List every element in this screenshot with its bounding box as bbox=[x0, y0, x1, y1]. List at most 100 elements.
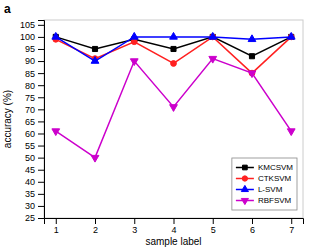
y-tick-label: 45 bbox=[25, 165, 35, 175]
legend-swatch-marker bbox=[241, 198, 248, 204]
y-tick-mark bbox=[38, 121, 44, 122]
x-tick: 6 bbox=[250, 218, 255, 235]
y-tick: 35 bbox=[25, 189, 44, 199]
series-line bbox=[56, 37, 291, 73]
y-tick-mark bbox=[38, 97, 44, 98]
data-point bbox=[248, 71, 256, 78]
data-point bbox=[170, 105, 178, 112]
x-tick-mark bbox=[134, 218, 135, 224]
x-tick: 1 bbox=[54, 218, 59, 235]
x-tick: 4 bbox=[171, 218, 176, 235]
y-tick: 40 bbox=[25, 177, 44, 187]
y-tick-mark bbox=[38, 109, 44, 110]
x-axis-line bbox=[45, 219, 304, 225]
series-line bbox=[56, 37, 291, 61]
x-tick: 5 bbox=[211, 218, 216, 235]
x-tick: 2 bbox=[93, 218, 98, 235]
data-point bbox=[130, 59, 138, 66]
x-tick-mark bbox=[291, 218, 292, 224]
y-tick-label: 50 bbox=[25, 153, 35, 163]
legend-label: L-SVM bbox=[258, 185, 283, 194]
y-tick-mark bbox=[38, 49, 44, 50]
y-tick-label: 65 bbox=[25, 117, 35, 127]
y-tick-mark bbox=[38, 218, 44, 219]
y-tick-mark bbox=[38, 194, 44, 195]
y-tick: 75 bbox=[25, 93, 44, 103]
data-point bbox=[130, 32, 138, 39]
y-tick-label: 90 bbox=[25, 56, 35, 66]
y-tick-label: 25 bbox=[25, 213, 35, 223]
y-tick-mark bbox=[38, 206, 44, 207]
y-tick: 90 bbox=[25, 56, 44, 66]
plot-area: 1234567253035404550556065707580859095100… bbox=[20, 20, 304, 235]
series-3 bbox=[52, 56, 295, 162]
series-2 bbox=[52, 32, 295, 63]
data-point bbox=[131, 39, 137, 45]
y-tick-label: 105 bbox=[20, 20, 35, 30]
data-point bbox=[248, 35, 256, 42]
x-tick: 7 bbox=[289, 218, 294, 235]
chart-svg: 1234567253035404550556065707580859095100… bbox=[0, 0, 313, 250]
y-tick-label: 30 bbox=[25, 201, 35, 211]
y-axis-line bbox=[38, 21, 45, 219]
y-tick: 85 bbox=[25, 69, 44, 79]
legend-swatch-marker bbox=[241, 185, 248, 191]
x-tick-label: 2 bbox=[93, 225, 98, 235]
legend-item: L-SVM bbox=[236, 185, 283, 194]
data-point bbox=[171, 46, 176, 51]
legend-label: KMCSVM bbox=[258, 163, 293, 172]
x-tick-label: 3 bbox=[132, 225, 137, 235]
y-tick-mark bbox=[38, 37, 44, 38]
y-tick: 50 bbox=[25, 153, 44, 163]
data-point bbox=[209, 56, 217, 63]
legend-item: CTKSVM bbox=[236, 174, 292, 183]
y-tick-label: 85 bbox=[25, 69, 35, 79]
legend-label: RBFSVM bbox=[258, 196, 292, 205]
y-tick-mark bbox=[38, 182, 44, 183]
series-1 bbox=[53, 34, 294, 76]
x-axis: 1 2 3 4 5 6 7 bbox=[45, 218, 304, 235]
series-line bbox=[56, 59, 291, 158]
y-tick-mark bbox=[38, 73, 44, 74]
legend: KMCSVM CTKSVM L-SVM RBFSVM bbox=[232, 158, 297, 210]
data-point bbox=[287, 129, 295, 136]
x-tick-mark bbox=[174, 218, 175, 224]
y-tick-label: 100 bbox=[20, 32, 35, 42]
data-point bbox=[170, 32, 178, 39]
x-tick-mark bbox=[252, 218, 253, 224]
panel-label: a bbox=[4, 2, 11, 16]
y-tick-label: 95 bbox=[25, 44, 35, 54]
y-tick: 65 bbox=[25, 117, 44, 127]
y-tick: 30 bbox=[25, 201, 44, 211]
data-point bbox=[249, 54, 254, 59]
y-tick-label: 70 bbox=[25, 105, 35, 115]
x-tick-mark bbox=[56, 218, 57, 224]
y-tick-label: 80 bbox=[25, 81, 35, 91]
y-tick: 80 bbox=[25, 81, 44, 91]
y-tick-label: 55 bbox=[25, 141, 35, 151]
y-tick-mark bbox=[38, 158, 44, 159]
x-tick-label: 1 bbox=[54, 225, 59, 235]
y-tick: 45 bbox=[25, 165, 44, 175]
y-tick-label: 40 bbox=[25, 177, 35, 187]
x-tick-label: 6 bbox=[250, 225, 255, 235]
y-axis: 25 30 35 40 45 50 55 60 65 70 75 80 85 90 95 100 105 bbox=[20, 20, 45, 223]
x-tick-mark bbox=[95, 218, 96, 224]
legend-swatch-marker bbox=[242, 176, 247, 181]
data-point bbox=[52, 129, 60, 136]
data-point bbox=[91, 155, 99, 162]
y-tick-label: 60 bbox=[25, 129, 35, 139]
data-point bbox=[92, 46, 97, 51]
y-tick: 60 bbox=[25, 129, 44, 139]
data-point bbox=[287, 32, 295, 39]
y-tick-mark bbox=[38, 25, 44, 26]
y-tick: 55 bbox=[25, 141, 44, 151]
marks bbox=[52, 32, 295, 162]
data-point bbox=[171, 61, 177, 67]
plot-frame bbox=[44, 20, 303, 218]
y-tick-mark bbox=[38, 146, 44, 147]
legend-item: KMCSVM bbox=[236, 163, 293, 172]
x-tick: 3 bbox=[132, 218, 137, 235]
y-tick-mark bbox=[38, 133, 44, 134]
y-tick-mark bbox=[38, 61, 44, 62]
